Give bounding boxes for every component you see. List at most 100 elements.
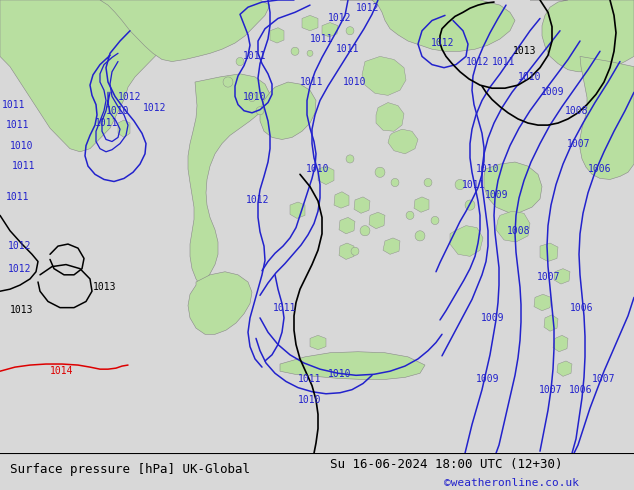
Polygon shape	[580, 56, 634, 179]
Text: 1008: 1008	[566, 106, 589, 116]
Text: 1011: 1011	[336, 44, 359, 54]
Polygon shape	[415, 231, 425, 241]
Text: 1006: 1006	[588, 164, 612, 174]
Text: 1010: 1010	[107, 106, 130, 116]
Polygon shape	[450, 225, 483, 256]
Polygon shape	[322, 23, 338, 37]
Text: 1012: 1012	[356, 3, 380, 13]
Polygon shape	[307, 50, 313, 56]
Polygon shape	[318, 166, 334, 185]
Polygon shape	[334, 192, 349, 208]
Polygon shape	[557, 361, 572, 376]
Polygon shape	[362, 56, 406, 96]
Polygon shape	[280, 352, 425, 379]
Polygon shape	[391, 178, 399, 187]
Text: 1007: 1007	[592, 374, 616, 385]
Text: 1006: 1006	[570, 303, 594, 313]
Polygon shape	[223, 77, 233, 87]
Polygon shape	[484, 162, 542, 212]
Text: 1011: 1011	[298, 374, 321, 385]
Polygon shape	[360, 225, 370, 236]
Polygon shape	[188, 74, 270, 285]
Text: ©weatheronline.co.uk: ©weatheronline.co.uk	[444, 478, 579, 489]
Polygon shape	[310, 335, 326, 350]
Text: Su 16-06-2024 18:00 UTC (12+30): Su 16-06-2024 18:00 UTC (12+30)	[330, 458, 562, 471]
Text: 1007: 1007	[537, 272, 560, 282]
Text: 1011: 1011	[243, 51, 267, 61]
Polygon shape	[351, 247, 359, 255]
Text: 1009: 1009	[481, 313, 505, 323]
Polygon shape	[375, 167, 385, 177]
Polygon shape	[0, 0, 175, 152]
Text: 1010: 1010	[298, 395, 321, 405]
Text: 1012: 1012	[8, 264, 32, 274]
Polygon shape	[188, 272, 252, 334]
Polygon shape	[455, 179, 465, 190]
Polygon shape	[369, 212, 385, 229]
Polygon shape	[291, 47, 299, 55]
Text: 1009: 1009	[476, 374, 500, 385]
Text: 1013: 1013	[93, 282, 117, 292]
Text: 1011: 1011	[462, 179, 486, 190]
Text: 1010: 1010	[518, 72, 541, 82]
Text: 1012: 1012	[466, 56, 489, 67]
Text: 1007: 1007	[567, 139, 591, 148]
Polygon shape	[100, 0, 270, 62]
Text: 1007: 1007	[540, 385, 563, 394]
Text: 1010: 1010	[243, 93, 267, 102]
Text: 1011: 1011	[301, 77, 324, 87]
Text: 1013: 1013	[10, 305, 34, 315]
Polygon shape	[236, 57, 244, 66]
Polygon shape	[376, 102, 404, 131]
Text: 1011: 1011	[6, 192, 30, 202]
Polygon shape	[540, 243, 558, 262]
Text: 1011: 1011	[95, 118, 119, 128]
Polygon shape	[431, 217, 439, 224]
Polygon shape	[339, 218, 355, 234]
Text: 1011: 1011	[6, 120, 30, 130]
Text: 1012: 1012	[246, 195, 269, 205]
Text: 1011: 1011	[3, 99, 26, 110]
Text: 1012: 1012	[143, 103, 167, 113]
Text: 1008: 1008	[507, 226, 531, 236]
Text: 1006: 1006	[569, 385, 593, 394]
Polygon shape	[496, 211, 530, 242]
Polygon shape	[346, 155, 354, 163]
Polygon shape	[383, 238, 400, 254]
Polygon shape	[302, 15, 318, 31]
Text: 1009: 1009	[541, 87, 565, 98]
Text: 1011: 1011	[310, 34, 333, 44]
Text: 1010: 1010	[343, 77, 366, 87]
Polygon shape	[290, 202, 305, 219]
Text: 1010: 1010	[328, 369, 352, 379]
Polygon shape	[248, 93, 256, 101]
Text: Surface pressure [hPa] UK-Global: Surface pressure [hPa] UK-Global	[10, 463, 250, 476]
Text: 1011: 1011	[12, 161, 36, 171]
Polygon shape	[553, 335, 568, 352]
Text: 1012: 1012	[328, 13, 352, 24]
Polygon shape	[270, 28, 284, 43]
Polygon shape	[534, 294, 551, 311]
Polygon shape	[554, 269, 570, 284]
Polygon shape	[388, 129, 418, 154]
Text: 1010: 1010	[10, 141, 34, 150]
Polygon shape	[406, 211, 414, 220]
Polygon shape	[414, 197, 429, 212]
Polygon shape	[354, 197, 370, 213]
Text: 1010: 1010	[476, 164, 500, 174]
Text: 1014: 1014	[50, 366, 74, 376]
Polygon shape	[530, 0, 634, 72]
Polygon shape	[260, 82, 316, 140]
Polygon shape	[339, 243, 354, 259]
Polygon shape	[256, 107, 264, 115]
Text: 1010: 1010	[306, 164, 330, 174]
Text: 1012: 1012	[119, 93, 142, 102]
Text: 1012: 1012	[431, 38, 455, 48]
Polygon shape	[118, 120, 130, 137]
Text: 1011: 1011	[492, 56, 515, 67]
Text: 1011: 1011	[273, 303, 297, 313]
Polygon shape	[340, 0, 515, 51]
Polygon shape	[544, 315, 558, 331]
Polygon shape	[346, 26, 354, 35]
Polygon shape	[465, 200, 475, 210]
